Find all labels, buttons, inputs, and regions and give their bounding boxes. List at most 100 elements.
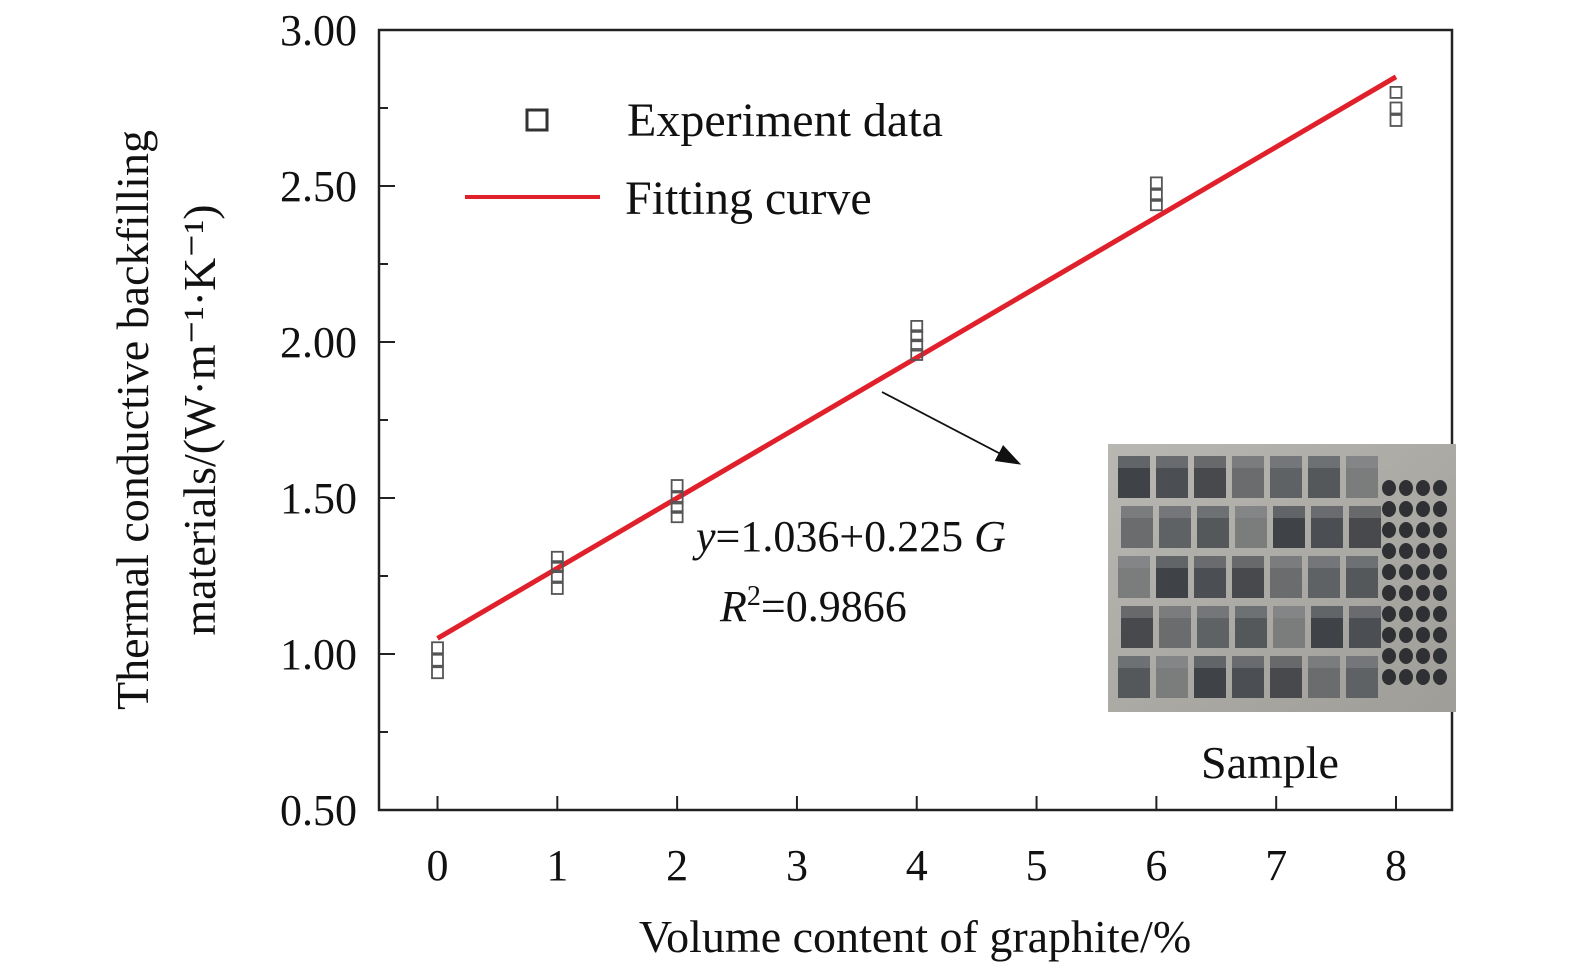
photo-block-top xyxy=(1194,456,1226,468)
experiment-point xyxy=(1389,86,1403,99)
photo-small-sample xyxy=(1416,480,1430,496)
photo-small-sample xyxy=(1382,564,1396,580)
y-tick-label: 2.50 xyxy=(280,162,357,211)
photo-block-top xyxy=(1194,656,1226,668)
photo-block-top xyxy=(1156,556,1188,568)
experiment-point xyxy=(550,569,564,583)
photo-block xyxy=(1194,456,1226,498)
photo-block xyxy=(1232,456,1264,498)
x-tick-label: 4 xyxy=(906,841,928,890)
legend-label-fitting: Fitting curve xyxy=(625,172,872,225)
photo-small-sample xyxy=(1416,522,1430,538)
photo-block xyxy=(1308,656,1340,698)
photo-block xyxy=(1270,556,1302,598)
photo-block xyxy=(1273,506,1305,548)
photo-small-sample xyxy=(1416,669,1430,685)
photo-block-top xyxy=(1156,456,1188,468)
photo-block-top xyxy=(1308,656,1340,668)
x-tick-label: 7 xyxy=(1265,841,1287,890)
experiment-point xyxy=(670,479,684,492)
photo-small-sample xyxy=(1416,648,1430,664)
fit-r-squared: R2=0.9866 xyxy=(719,581,907,631)
photo-small-sample xyxy=(1416,564,1430,580)
experiment-point xyxy=(910,338,924,352)
photo-block xyxy=(1197,506,1229,548)
photo-small-sample xyxy=(1399,627,1413,643)
photo-block xyxy=(1232,656,1264,698)
experiment-point xyxy=(670,500,684,514)
legend-marker-experiment xyxy=(525,108,549,132)
photo-block xyxy=(1118,456,1150,498)
photo-block xyxy=(1156,456,1188,498)
photo-small-sample xyxy=(1416,606,1430,622)
photo-small-sample xyxy=(1382,522,1396,538)
photo-block-top xyxy=(1235,606,1267,618)
experiment-point xyxy=(431,653,444,667)
x-tick-label: 5 xyxy=(1026,841,1048,890)
photo-small-sample xyxy=(1382,480,1396,496)
experiment-point xyxy=(910,348,924,361)
photo-block-top xyxy=(1118,556,1150,568)
photo-small-sample xyxy=(1416,543,1430,559)
fit-layer xyxy=(436,74,1398,641)
experiment-point xyxy=(1389,114,1403,127)
annotation-arrow xyxy=(881,391,1022,465)
experiment-point xyxy=(670,510,684,524)
photo-block xyxy=(1349,506,1381,548)
photo-block-top xyxy=(1273,506,1305,518)
photo-small-sample xyxy=(1416,627,1430,643)
x-axis-title: Volume content of graphite/% xyxy=(639,911,1191,962)
photo-block xyxy=(1118,556,1150,598)
photo-small-sample xyxy=(1433,606,1447,622)
photo-small-sample xyxy=(1382,606,1396,622)
x-tick-label: 2 xyxy=(666,841,688,890)
photo-block-top xyxy=(1232,656,1264,668)
photo-block xyxy=(1273,606,1305,648)
photo-block-top xyxy=(1308,456,1340,468)
photo-small-sample xyxy=(1382,543,1396,559)
photo-block-top xyxy=(1349,506,1381,518)
photo-block-top xyxy=(1346,456,1378,468)
y-tick-label: 0.50 xyxy=(280,786,357,835)
photo-small-sample xyxy=(1433,669,1447,685)
photo-small-sample xyxy=(1399,501,1413,517)
experiment-point xyxy=(1149,188,1163,202)
photo-block-top xyxy=(1159,506,1191,518)
photo-block xyxy=(1197,606,1229,648)
photo-small-sample xyxy=(1382,501,1396,517)
photo-small-sample xyxy=(1433,543,1447,559)
experiment-point xyxy=(550,582,564,595)
photo-block xyxy=(1308,456,1340,498)
inset-caption: Sample xyxy=(1201,737,1339,788)
photo-block xyxy=(1159,606,1191,648)
photo-small-sample xyxy=(1399,585,1413,601)
photo-small-sample xyxy=(1399,543,1413,559)
photo-block xyxy=(1232,556,1264,598)
photo-block xyxy=(1118,656,1150,698)
photo-small-sample xyxy=(1416,501,1430,517)
photo-block xyxy=(1270,656,1302,698)
photo-block-top xyxy=(1194,556,1226,568)
y-tick-label: 3.00 xyxy=(280,6,357,55)
experiment-point xyxy=(1389,101,1403,115)
photo-block-top xyxy=(1121,606,1153,618)
photo-block-top xyxy=(1270,656,1302,668)
experiment-point xyxy=(1149,176,1163,190)
fitting-curve-line xyxy=(436,74,1398,641)
points-layer xyxy=(431,86,1403,680)
fit-equation: y=1.036+0.225 G xyxy=(692,512,1006,561)
experiment-point xyxy=(431,666,444,680)
photo-block-top xyxy=(1235,506,1267,518)
photo-small-sample xyxy=(1399,564,1413,580)
x-tick-label: 3 xyxy=(786,841,808,890)
photo-block-top xyxy=(1270,456,1302,468)
photo-block-top xyxy=(1311,506,1343,518)
y-tick-label: 2.00 xyxy=(280,318,357,367)
experiment-point xyxy=(670,491,684,505)
photo-small-sample xyxy=(1382,627,1396,643)
photo-block xyxy=(1156,556,1188,598)
x-tick-label: 1 xyxy=(546,841,568,890)
photo-block xyxy=(1235,506,1267,548)
y-tick-label: 1.00 xyxy=(280,630,357,679)
x-tick-label: 6 xyxy=(1145,841,1167,890)
